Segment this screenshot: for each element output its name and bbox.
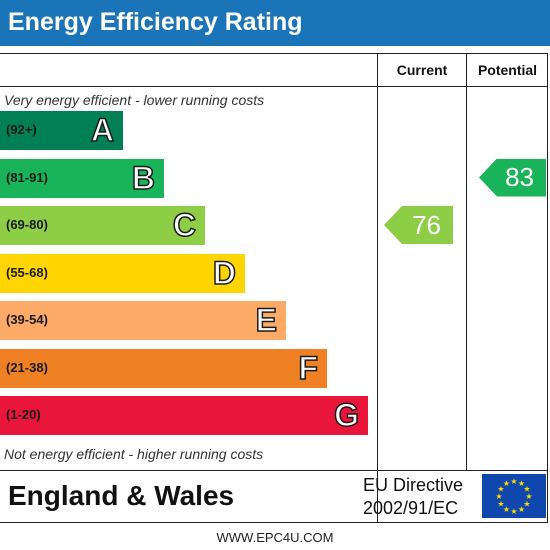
- flag-star-icon: ★: [510, 507, 517, 516]
- band-g: (1-20) G: [0, 396, 368, 435]
- header-divider: [0, 86, 548, 87]
- flag-star-icon: ★: [497, 500, 504, 509]
- flag-star-icon: ★: [525, 492, 532, 501]
- top-caption: Very energy efficient - lower running co…: [4, 92, 265, 108]
- eu-directive: EU Directive 2002/91/EC: [363, 474, 463, 520]
- band-c: (69-80) C: [0, 206, 205, 245]
- divider-potential: [466, 53, 467, 470]
- flag-star-icon: ★: [510, 477, 517, 486]
- band-range: (69-80): [6, 217, 48, 232]
- band-letter: F: [298, 349, 319, 387]
- band-letter: B: [131, 159, 156, 197]
- bottom-caption: Not energy efficient - higher running co…: [4, 446, 264, 462]
- band-range: (55-68): [6, 264, 48, 280]
- title-bar: Energy Efficiency Rating: [0, 0, 550, 46]
- flag-star-icon: ★: [523, 485, 530, 494]
- flag-star-icon: ★: [518, 505, 525, 514]
- column-current-header: Current: [396, 62, 448, 78]
- directive-line-1: EU Directive: [363, 475, 464, 495]
- band-range: (39-54): [6, 312, 48, 327]
- site-url: WWW.EPC4U.COM: [216, 530, 334, 545]
- band-f: (21-38) F: [0, 348, 327, 388]
- band-range: (1-20): [6, 407, 41, 422]
- column-potential-header: Potential: [477, 62, 538, 78]
- region-label: England & Wales: [8, 480, 235, 511]
- directive-line-2: 2002/91/EC: [363, 498, 459, 518]
- chart-title: Energy Efficiency Rating: [8, 8, 303, 36]
- band-letter: C: [172, 206, 197, 244]
- band-range: (81-91): [6, 169, 48, 185]
- band-a: (92+) A: [0, 111, 123, 150]
- divider-current: [377, 53, 378, 523]
- flag-star-icon: ★: [503, 505, 510, 514]
- band-range: (21-38): [6, 359, 48, 375]
- flag-star-icon: ★: [497, 485, 504, 494]
- footer-divider: [0, 470, 548, 471]
- band-d: (55-68) D: [0, 253, 245, 293]
- band-b: (81-91) B: [0, 158, 164, 198]
- flag-background: [482, 474, 546, 518]
- flag-star-icon: ★: [503, 479, 510, 488]
- rating-frame: [0, 53, 548, 523]
- band-letter: A: [90, 111, 115, 149]
- flag-star-icon: ★: [523, 500, 530, 509]
- flag-star-icon: ★: [495, 492, 502, 501]
- potential-rating-value: 83: [505, 162, 534, 192]
- eu-flag-icon: ★★★★★★★★★ ★ ★★: [482, 474, 546, 518]
- band-range: (92+): [6, 122, 37, 137]
- band-letter: D: [212, 254, 237, 292]
- band-letter: E: [255, 301, 278, 339]
- flag-star-icon: ★: [518, 479, 525, 488]
- current-rating-value: 76: [412, 209, 441, 240]
- band-letter: G: [333, 396, 359, 434]
- band-e: (39-54) E: [0, 301, 286, 340]
